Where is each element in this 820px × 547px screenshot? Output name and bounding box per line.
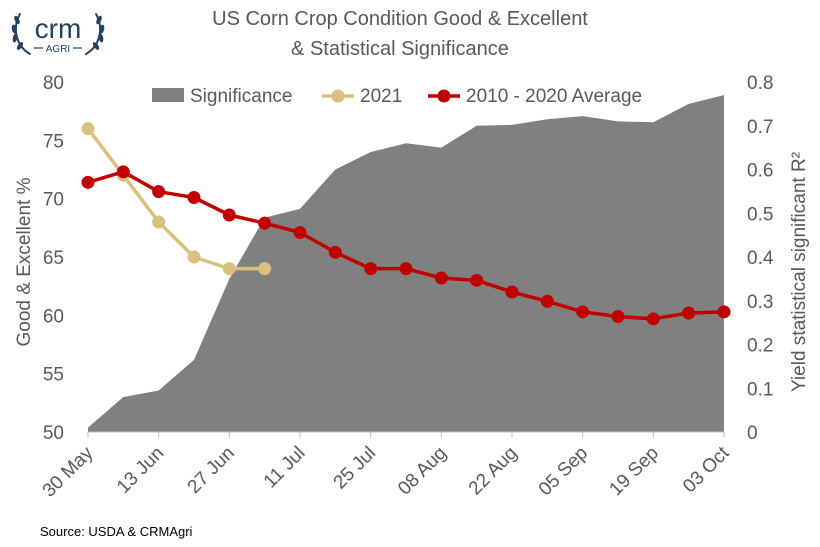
series-2010-2020-average-point [116, 165, 130, 179]
legend-label-significance: Significance [190, 86, 292, 107]
series-2010-2020-average-point [505, 285, 519, 299]
x-tick-label: 30 May [39, 442, 98, 501]
x-tick-label: 03 Oct [679, 442, 734, 497]
logo-brand: crm [35, 13, 82, 44]
right-y-tick-label: 0 [747, 423, 758, 444]
series-2021-point [152, 215, 166, 229]
x-tick-label: 05 Sep [535, 443, 592, 500]
right-y-tick-label: 0.8 [747, 73, 773, 94]
series-2021-point [187, 250, 201, 264]
chart-title-line1: US Corn Crop Condition Good & Excellent [212, 8, 588, 30]
series-2010-2020-average-point [258, 216, 272, 230]
series-2010-2020-average-point [470, 273, 484, 287]
left-y-tick-label: 60 [43, 306, 64, 327]
series-2010-2020-average-point [328, 245, 342, 259]
right-y-tick-label: 0.4 [747, 248, 774, 269]
source-note: Source: USDA & CRMAgri [40, 524, 193, 539]
series-2010-2020-average-point [81, 175, 95, 189]
series-2010-2020-average-point [540, 294, 554, 308]
legend-label-2010-2020-average: 2010 - 2020 Average [466, 86, 642, 107]
right-y-tick-label: 0.3 [747, 292, 773, 313]
series-2010-2020-average-point [717, 305, 731, 319]
series-2010-2020-average-point [152, 185, 166, 199]
x-tick-label: 27 Jun [184, 443, 239, 498]
series-2010-2020-average-point [399, 262, 413, 276]
left-y-axis-label: Good & Excellent % [14, 177, 35, 346]
legend-marker-2010-2020-average [437, 89, 451, 103]
right-y-tick-label: 0.6 [747, 161, 773, 182]
series-2010-2020-average-point [646, 312, 660, 326]
right-y-tick-label: 0.2 [747, 336, 773, 357]
series-2010-2020-average-point [187, 191, 201, 204]
left-y-tick-label: 70 [43, 190, 64, 211]
right-y-axis-label: Yield statistical significant R² [789, 152, 810, 392]
series-2021-line [86, 127, 265, 271]
legend-swatch-significance [152, 88, 184, 102]
x-tick-label: 19 Sep [605, 443, 662, 500]
series-2021-point [222, 262, 236, 276]
x-tick-label: 08 Aug [394, 443, 451, 500]
left-y-tick-label: 75 [43, 131, 64, 152]
right-y-tick-label: 0.7 [747, 117, 773, 138]
series-2010-2020-average-point [364, 262, 378, 276]
series-2010-2020-average-point [611, 310, 625, 323]
chart-title-line2: & Statistical Significance [291, 38, 509, 60]
left-y-tick-label: 80 [43, 73, 64, 94]
right-y-tick-label: 0.5 [747, 204, 773, 225]
x-tick-label: 11 Jul [260, 443, 310, 493]
series-2010-2020-average-point [434, 271, 448, 285]
series-2010-2020-average-point [293, 226, 307, 239]
series-2010-2020-average-point [682, 306, 696, 320]
series-2021-point [81, 122, 95, 136]
series-2021-point [258, 262, 272, 276]
x-tick-label: 22 Aug [465, 443, 522, 500]
left-y-tick-label: 50 [43, 423, 64, 444]
logo-sub: AGRI [46, 44, 70, 55]
legend-label-2021: 2021 [360, 86, 402, 107]
left-y-tick-label: 55 [43, 365, 64, 386]
series-2010-2020-average-point [576, 305, 590, 319]
left-y-tick-label: 65 [43, 248, 64, 269]
x-tick-label: 13 Jun [113, 443, 168, 498]
crm-agri-logo: crm AGRI [8, 2, 108, 64]
series-2010-2020-average-point [222, 208, 236, 222]
right-y-tick-label: 0.1 [747, 379, 773, 400]
legend-marker-2021 [331, 89, 345, 103]
x-tick-label: 25 Jul [330, 443, 381, 494]
